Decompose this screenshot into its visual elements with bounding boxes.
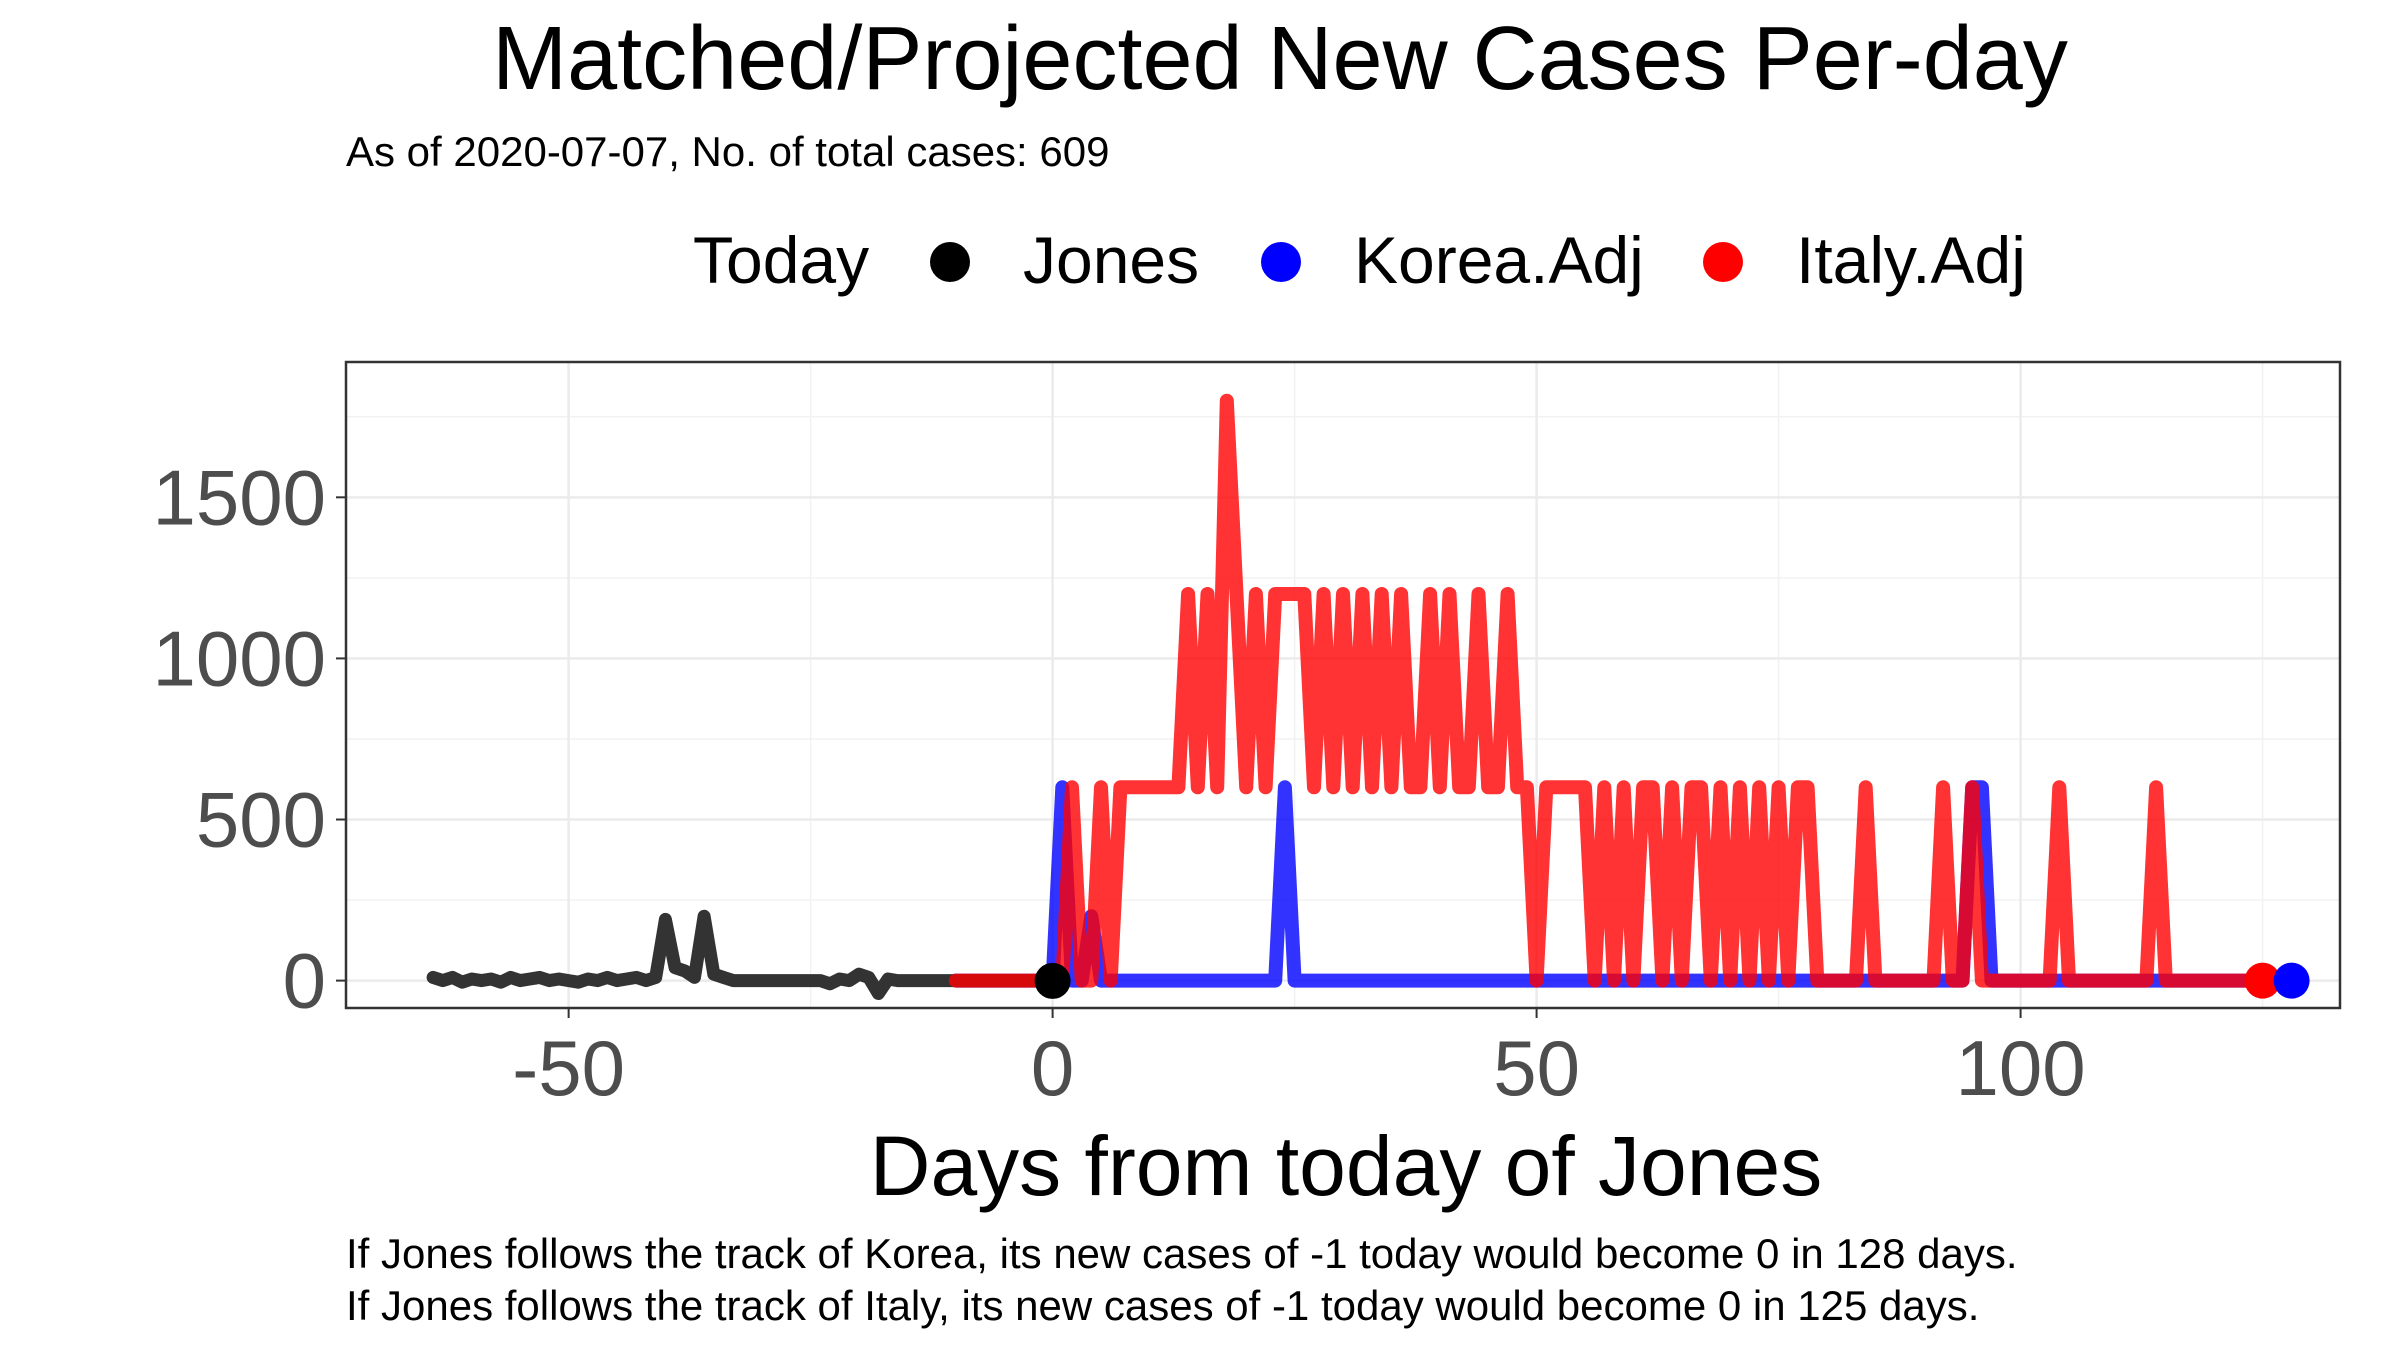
- x-tick-label: 0: [1031, 1024, 1074, 1112]
- endpoint-jones: [1035, 963, 1071, 999]
- x-tick-label: 50: [1493, 1024, 1580, 1112]
- caption-italy: If Jones follows the track of Italy, its…: [346, 1282, 1979, 1330]
- y-tick-label: 0: [283, 937, 326, 1025]
- y-tick-label: 500: [196, 776, 326, 864]
- y-tick-label: 1000: [152, 614, 326, 702]
- caption-korea: If Jones follows the track of Korea, its…: [346, 1230, 2018, 1278]
- endpoint-korea-adj: [2274, 963, 2310, 999]
- x-tick-label: -50: [512, 1024, 625, 1112]
- x-tick-label: 100: [1956, 1024, 2086, 1112]
- x-axis-label: Days from today of Jones: [346, 1118, 2346, 1215]
- y-tick-label: 1500: [152, 453, 326, 541]
